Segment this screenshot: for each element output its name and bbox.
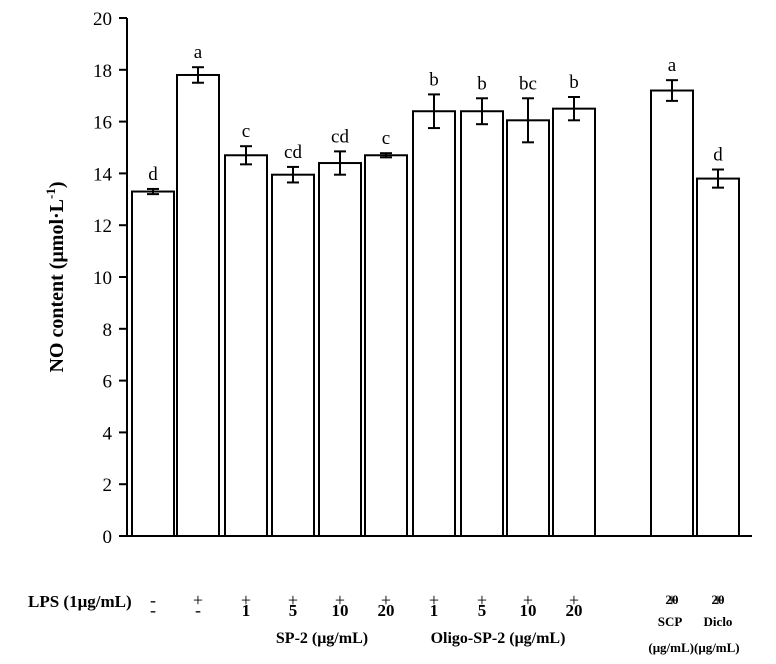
bar xyxy=(460,110,504,538)
bar xyxy=(318,162,362,537)
significance-label: c xyxy=(382,128,390,149)
sp2-group-label: SP-2 (μg/mL) xyxy=(276,630,368,647)
lps-row-value: + xyxy=(569,590,579,610)
dose-row-value: 10 xyxy=(520,601,537,620)
lps-row-value: + xyxy=(288,590,298,610)
dose-row-value: 10 xyxy=(332,601,349,620)
dose-row-value: - xyxy=(195,600,201,620)
y-tick-label: 16 xyxy=(93,113,112,134)
significance-label: d xyxy=(148,164,158,185)
y-axis-label: NO content (μmol·L-1) xyxy=(43,181,68,372)
y-tick-label: 8 xyxy=(103,320,113,341)
significance-label: b xyxy=(429,69,439,90)
bar xyxy=(224,154,268,538)
dose-row-value: 1 xyxy=(242,601,251,620)
bar xyxy=(506,119,550,538)
dose-row-value: 5 xyxy=(478,601,487,620)
lps-row-value: + xyxy=(429,590,439,610)
significance-label: c xyxy=(242,121,250,142)
bar xyxy=(176,73,220,537)
significance-label: bc xyxy=(519,73,537,94)
lps-row-value: + xyxy=(713,590,723,610)
y-tick-label: 18 xyxy=(93,61,112,82)
dose-row-value: 20 xyxy=(712,592,725,607)
dose-row-value: - xyxy=(150,600,156,620)
dose-row-value: 5 xyxy=(289,601,298,620)
error-bars xyxy=(147,66,724,196)
lps-row-value: - xyxy=(150,590,156,610)
y-tick-label: 4 xyxy=(103,423,113,444)
dose-row-value: 20 xyxy=(378,601,395,620)
y-ticks: 0 2 4 6 8 10 12 14 16 18 20 xyxy=(93,9,127,548)
significance-label: a xyxy=(668,55,677,76)
lps-row-value: + xyxy=(523,590,533,610)
y-tick-label: 12 xyxy=(93,216,112,237)
bars xyxy=(131,73,740,538)
y-tick-label: 0 xyxy=(103,527,113,548)
lps-row-value: + xyxy=(667,590,677,610)
bar xyxy=(271,173,315,537)
y-tick-label: 2 xyxy=(103,475,113,496)
bar xyxy=(552,107,596,538)
lps-row: - + + + + + + + + + + + xyxy=(150,590,723,610)
scp-label: SCP xyxy=(658,614,683,629)
dose-row-value: 20 xyxy=(666,592,679,607)
lps-row-label: LPS (1μg/mL) xyxy=(28,592,132,611)
y-tick-label: 6 xyxy=(103,372,113,393)
significance-label: b xyxy=(477,73,487,94)
y-tick-label: 20 xyxy=(93,9,112,30)
y-tick-label: 10 xyxy=(93,268,112,289)
significance-label: b xyxy=(569,72,579,93)
bar xyxy=(364,154,408,538)
significance-label: a xyxy=(194,42,203,63)
bar xyxy=(412,110,456,538)
bar xyxy=(131,190,175,537)
lps-row-value: + xyxy=(241,590,251,610)
significance-labels: d a c cd cd c b b bc b a d xyxy=(148,42,723,185)
lps-row-value: + xyxy=(381,590,391,610)
dose-row-value: 20 xyxy=(566,601,583,620)
significance-label: cd xyxy=(284,142,302,163)
lps-row-value: + xyxy=(477,590,487,610)
lps-row-value: + xyxy=(335,590,345,610)
unit-label: (μg/mL)(μg/mL) xyxy=(648,640,739,655)
diclo-label: Diclo xyxy=(704,614,733,629)
dose-row-value: 1 xyxy=(430,601,439,620)
bar xyxy=(696,177,740,538)
oligo-group-label: Oligo-SP-2 (μg/mL) xyxy=(431,630,566,647)
significance-label: d xyxy=(713,145,723,166)
significance-label: cd xyxy=(331,126,349,147)
bar xyxy=(650,89,694,538)
lps-row-value: + xyxy=(193,590,203,610)
y-tick-label: 14 xyxy=(93,164,113,185)
